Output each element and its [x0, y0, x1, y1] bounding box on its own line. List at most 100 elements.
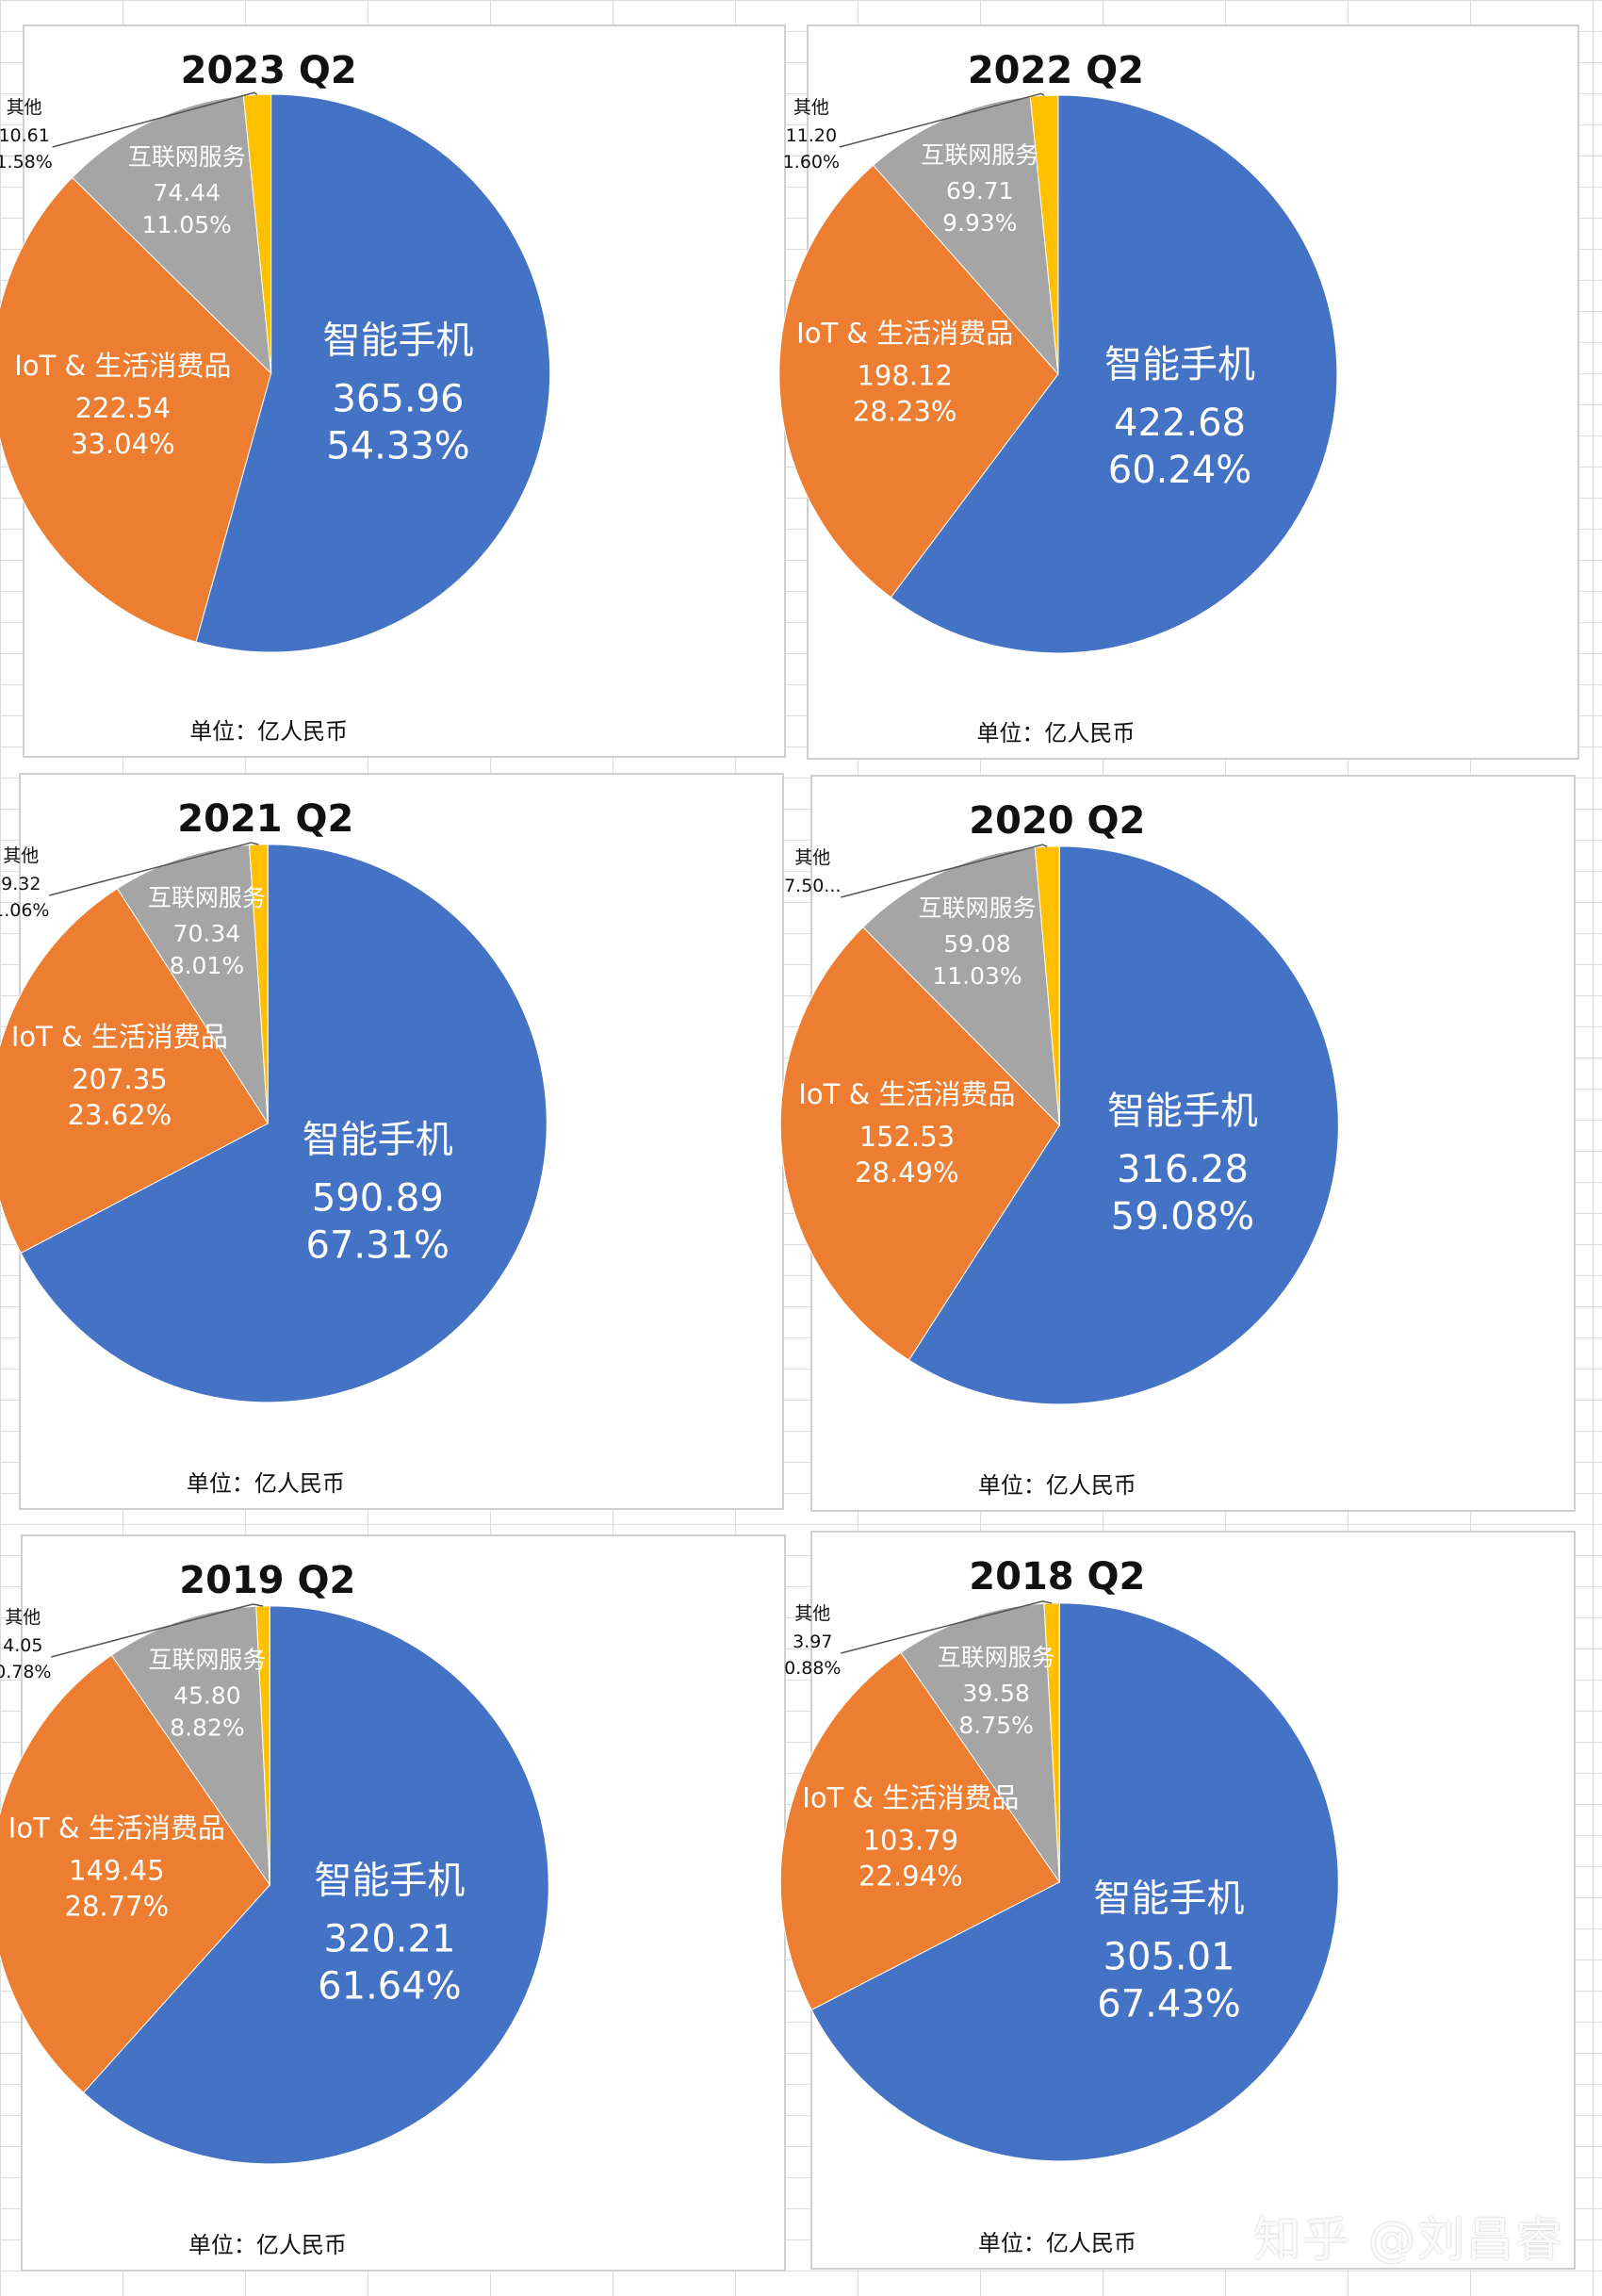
slice-label-internet-name: 互联网服务 [919, 894, 1037, 922]
slice-label-internet-percent: 11.03% [932, 962, 1022, 990]
pie-slice-internet [110, 1605, 270, 1887]
pie-slice-smartphone [82, 1605, 549, 2165]
slice-label-other-name: 其他 [3, 845, 39, 866]
slice-label-other-name: 其他 [7, 97, 42, 118]
unit-label: 单位：亿人民币 [187, 1470, 345, 1497]
chart-title: 2023 Q2 [181, 49, 357, 92]
slice-label-internet-percent: 11.05% [142, 211, 232, 238]
unit-label: 单位：亿人民币 [976, 720, 1135, 746]
slice-label-smartphone-percent: 67.43% [1097, 1983, 1241, 2026]
chart-title: 2021 Q2 [177, 797, 353, 841]
slice-label-other-percent: 1.58% [0, 152, 53, 172]
slice-label-other-percent: 0.78% [0, 1662, 51, 1682]
watermark: 知乎 @刘昌睿 [1253, 2212, 1564, 2267]
slice-label-iot-value: 198.12 [857, 360, 952, 392]
chart-title: 2022 Q2 [968, 49, 1144, 92]
pie-slice-internet [116, 845, 269, 1124]
slice-label-smartphone-percent: 60.24% [1108, 449, 1252, 492]
chart-title: 2019 Q2 [179, 1559, 355, 1602]
slice-label-other-value: 4.05 [3, 1635, 42, 1656]
slice-label-internet-name: 互联网服务 [148, 884, 266, 911]
slice-label-internet-name: 互联网服务 [938, 1644, 1055, 1671]
pie-chart-panel: 2020 Q2 单位：亿人民币 智能手机 316.28 59.08% IoT & 生活消费… [779, 775, 1576, 1512]
pie-slice-internet [862, 846, 1060, 1127]
slice-label-smartphone-value: 320.21 [323, 1918, 455, 1961]
slice-label-iot-value: 149.45 [69, 1854, 164, 1886]
slice-label-iot-percent: 28.23% [853, 396, 957, 428]
slice-label-iot-percent: 28.77% [65, 1890, 170, 1922]
slice-label-other-value: 11.20 [786, 125, 837, 146]
pie-chart-panel: 2021 Q2 单位：亿人民币 智能手机 590.89 67.31% IoT & 生活消费… [0, 773, 784, 1510]
slice-label-iot-value: 103.79 [863, 1824, 958, 1856]
slice-label-iot-name: IoT & 生活消费品 [802, 1781, 1019, 1813]
slice-label-internet-value: 39.58 [962, 1680, 1030, 1707]
chart-title: 2018 Q2 [969, 1555, 1145, 1599]
pie-slice-internet [71, 94, 272, 375]
slice-label-iot-percent: 33.04% [71, 428, 175, 460]
slice-label-iot-name: IoT & 生活消费品 [11, 1021, 228, 1053]
slice-label-other-name: 其他 [5, 1607, 41, 1628]
pie-slice-internet [900, 1602, 1060, 1884]
slice-label-iot-percent: 22.94% [858, 1860, 963, 1892]
unit-label: 单位：亿人民币 [978, 1472, 1136, 1499]
slice-label-smartphone-name: 智能手机 [1104, 343, 1255, 386]
leader-line [49, 842, 259, 896]
slice-label-smartphone-value: 365.96 [333, 377, 465, 420]
slice-label-other-value: 3.97 [793, 1632, 832, 1652]
pie-slice-iot [0, 176, 272, 643]
slice-label-other-value: 7.50... [784, 876, 841, 896]
slice-label-other-name: 其他 [794, 847, 830, 868]
slice-label-other-percent: 1.06% [0, 900, 49, 921]
slice-label-internet-value: 69.71 [946, 177, 1014, 205]
pie-slice-smartphone [195, 93, 551, 653]
slice-label-iot-value: 222.54 [75, 392, 171, 424]
slice-label-iot-name: IoT & 生活消费品 [796, 318, 1013, 350]
slice-label-smartphone-percent: 67.31% [306, 1223, 450, 1267]
slice-label-smartphone-value: 590.89 [312, 1176, 444, 1220]
slice-label-internet-value: 74.44 [153, 179, 221, 206]
pie-chart-panel: 2018 Q2 单位：亿人民币 智能手机 305.01 67.43% IoT & 生活消费… [779, 1531, 1576, 2270]
slice-label-smartphone-name: 智能手机 [1107, 1090, 1258, 1133]
slice-label-internet-value: 59.08 [943, 930, 1011, 958]
chart-title: 2020 Q2 [969, 799, 1145, 843]
slice-label-iot-percent: 23.62% [68, 1099, 172, 1131]
slice-label-iot-value: 152.53 [859, 1121, 955, 1153]
slice-label-smartphone-name: 智能手机 [1094, 1878, 1245, 1921]
pie-chart-panel: 2022 Q2 单位：亿人民币 智能手机 422.68 60.24% IoT & 生活消费… [778, 25, 1579, 760]
slice-label-smartphone-value: 422.68 [1114, 402, 1246, 445]
slice-label-internet-percent: 9.93% [942, 209, 1017, 237]
leader-line [841, 844, 1048, 898]
slice-label-internet-name: 互联网服务 [921, 141, 1038, 169]
slice-label-smartphone-percent: 59.08% [1111, 1195, 1255, 1238]
slice-label-iot-value: 207.35 [72, 1063, 167, 1095]
slice-label-other-value: 9.32 [1, 874, 41, 894]
slice-label-smartphone-name: 智能手机 [302, 1118, 453, 1161]
pie-chart-panel: 2019 Q2 单位：亿人民币 智能手机 320.21 61.64% IoT & 生活消费… [0, 1534, 786, 2271]
slice-label-smartphone-name: 智能手机 [323, 319, 474, 362]
pie-slice-iot [779, 927, 1060, 1361]
leader-line [841, 1600, 1053, 1654]
leader-line [52, 91, 258, 148]
slice-label-other-value: 10.61 [0, 125, 50, 146]
slice-label-internet-value: 70.34 [173, 920, 241, 947]
unit-label: 单位：亿人民币 [189, 718, 348, 745]
pie-slice-iot [0, 888, 269, 1255]
unit-label: 单位：亿人民币 [188, 2232, 347, 2258]
slice-label-iot-name: IoT & 生活消费品 [798, 1078, 1015, 1110]
slice-label-internet-percent: 8.82% [170, 1714, 244, 1742]
pie-chart-panel: 2023 Q2 单位：亿人民币 智能手机 365.96 54.33% IoT & 生活消费… [0, 25, 786, 758]
unit-label: 单位：亿人民币 [978, 2230, 1136, 2256]
slice-label-smartphone-value: 305.01 [1103, 1936, 1235, 1979]
slice-label-other-name: 其他 [794, 1603, 830, 1624]
pie-slice-smartphone [890, 94, 1338, 654]
pie-slice-smartphone [907, 845, 1339, 1405]
slice-label-iot-name: IoT & 生活消费品 [14, 350, 231, 382]
pie-slice-smartphone [20, 844, 548, 1403]
slice-label-internet-value: 45.80 [173, 1682, 241, 1710]
slice-label-internet-percent: 8.01% [170, 952, 244, 979]
slice-label-other-percent: 1.60% [783, 152, 840, 172]
slice-label-smartphone-percent: 54.33% [326, 424, 470, 467]
